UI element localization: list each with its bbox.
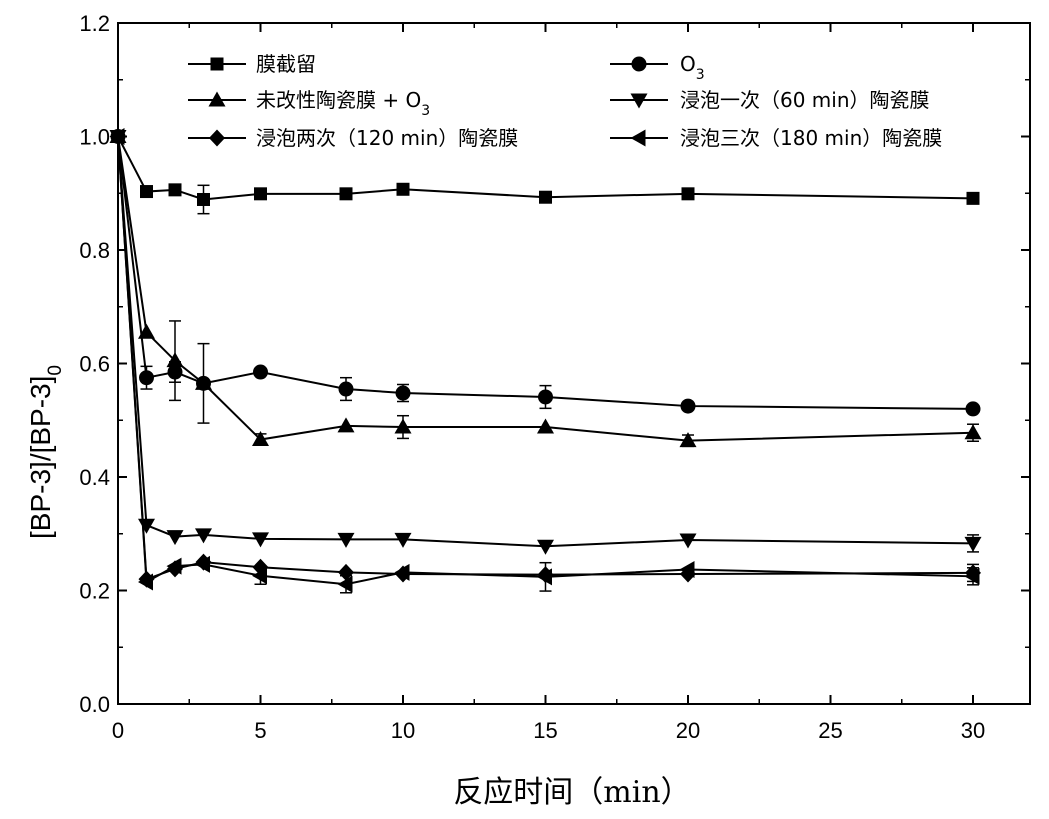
- x-tick-label: 10: [391, 718, 415, 743]
- series-line: [117, 136, 974, 548]
- x-tick-label: 20: [676, 718, 700, 743]
- legend-item-3: 未改性陶瓷膜 + O3: [188, 88, 430, 119]
- data-point: [138, 518, 155, 534]
- y-tick-label: 0.6: [79, 352, 110, 377]
- series-6: [109, 128, 980, 594]
- data-point: [337, 575, 353, 593]
- y-axis-label-subscript: 0: [45, 365, 66, 376]
- legend: 膜截留 O3 未改性陶瓷膜 + O3 浸泡一次（60 min）陶瓷膜浸泡两次（120 …: [188, 52, 942, 150]
- series-layer: [109, 128, 982, 594]
- data-point: [964, 536, 982, 552]
- data-point: [679, 432, 697, 448]
- data-point: [254, 187, 267, 201]
- data-point: [197, 192, 210, 206]
- legend-label-subscript: 3: [696, 67, 705, 83]
- data-point: [964, 567, 980, 585]
- data-point: [195, 555, 210, 573]
- data-point: [396, 182, 410, 196]
- legend-marker: [208, 91, 226, 107]
- y-tick-label: 1.0: [79, 125, 110, 150]
- legend-label: 未改性陶瓷膜 + O3: [256, 88, 430, 119]
- data-point: [965, 401, 981, 417]
- series-line: [117, 136, 974, 410]
- legend-marker: [630, 129, 646, 147]
- legend-item-6: 浸泡三次（180 min）陶瓷膜: [610, 126, 942, 150]
- data-point: [680, 398, 696, 414]
- data-point: [168, 183, 182, 197]
- series-line: [117, 136, 974, 442]
- data-point: [394, 563, 410, 581]
- series-line: [117, 136, 974, 586]
- data-point: [252, 567, 267, 585]
- axes-group: 0 5 10 15 20 25 30 0.0 0.2 0.4 0.6 0.8 1.0 1.2: [79, 11, 1031, 743]
- x-tick-label: 0: [112, 718, 124, 743]
- data-point: [253, 364, 268, 380]
- data-point: [964, 424, 982, 440]
- data-point: [109, 128, 125, 145]
- data-point: [138, 323, 155, 339]
- legend-marker: [631, 56, 647, 72]
- legend-label-subscript: 3: [421, 103, 430, 119]
- series-2: [110, 129, 981, 417]
- data-point: [537, 418, 554, 434]
- data-point: [166, 530, 184, 546]
- legend-label: 浸泡两次（120 min）陶瓷膜: [256, 126, 518, 150]
- x-tick-label: 25: [818, 718, 842, 743]
- x-tick-label: 30: [961, 718, 985, 743]
- legend-marker: [630, 93, 648, 109]
- series-4: [109, 130, 982, 555]
- data-point: [395, 385, 411, 401]
- data-point: [681, 187, 695, 201]
- data-point: [679, 533, 697, 549]
- data-point: [166, 352, 184, 368]
- data-point: [539, 190, 552, 204]
- data-point: [195, 528, 212, 544]
- y-tick-label: 0.8: [79, 238, 110, 263]
- data-point: [537, 568, 552, 586]
- legend-label: 浸泡一次（60 min）陶瓷膜: [680, 88, 930, 112]
- y-tick-label: 0.4: [79, 465, 110, 490]
- y-tick-label: 0.2: [79, 579, 110, 604]
- data-point: [252, 532, 269, 548]
- data-point: [394, 532, 412, 548]
- legend-label: 膜截留: [256, 52, 316, 76]
- legend-item-1: 膜截留: [188, 52, 316, 76]
- y-tick-label: 1.2: [79, 11, 110, 36]
- series-3: [109, 128, 982, 448]
- data-point: [537, 539, 554, 555]
- data-point: [966, 191, 980, 205]
- legend-item-5: 浸泡两次（120 min）陶瓷膜: [188, 126, 518, 150]
- data-point: [138, 573, 153, 591]
- series-line: [117, 136, 974, 201]
- data-point: [140, 185, 153, 199]
- x-axis-label: 反应时间（min）: [453, 775, 690, 810]
- data-point: [679, 561, 695, 579]
- data-point: [338, 381, 354, 397]
- data-point: [166, 557, 182, 575]
- x-tick-label: 5: [254, 718, 266, 743]
- data-point: [538, 389, 553, 405]
- x-tick-label: 15: [533, 718, 557, 743]
- data-point: [394, 418, 412, 434]
- y-tick-label: 0.0: [79, 692, 110, 717]
- legend-item-2: O3: [610, 52, 705, 83]
- legend-marker: [209, 129, 225, 147]
- legend-marker: [210, 57, 224, 71]
- data-point: [337, 532, 355, 548]
- y-axis-label: [BP-3]/[BP-3]0: [25, 365, 66, 539]
- data-point: [195, 374, 212, 390]
- data-point: [338, 563, 354, 581]
- legend-item-4: 浸泡一次（60 min）陶瓷膜: [610, 88, 930, 112]
- data-point: [139, 370, 154, 386]
- data-point: [337, 417, 355, 433]
- series-1: [111, 130, 980, 215]
- data-point: [252, 431, 269, 447]
- data-point: [339, 187, 353, 201]
- legend-label: O3: [680, 52, 705, 83]
- legend-label: 浸泡三次（180 min）陶瓷膜: [680, 126, 942, 150]
